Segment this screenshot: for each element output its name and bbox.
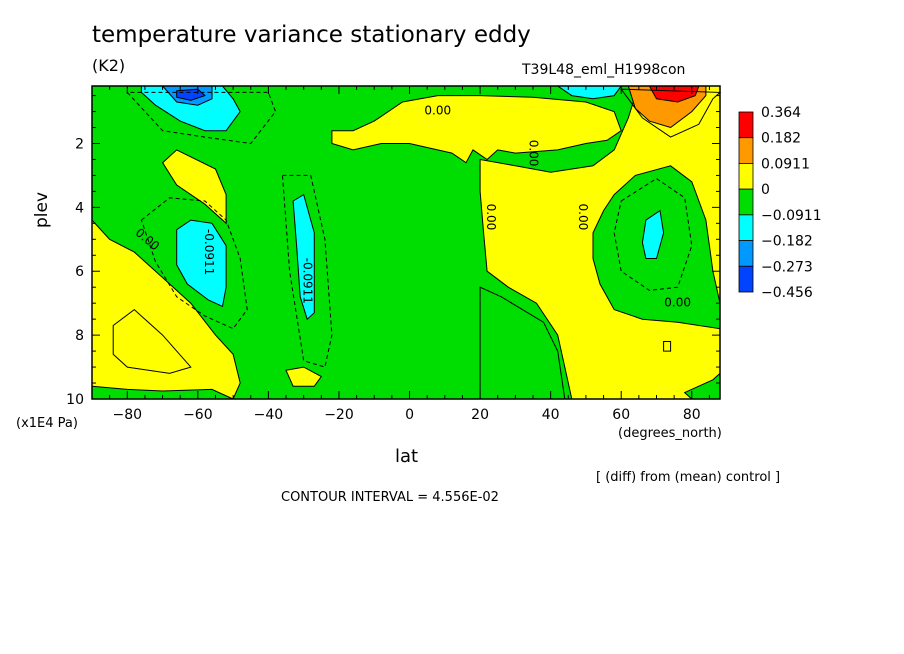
colorbar-swatch — [738, 137, 754, 164]
y-tick-label: 10 — [66, 392, 84, 408]
x-tick-label: −20 — [324, 407, 354, 423]
contour-label: 0.00 — [527, 140, 541, 167]
colorbar-swatch — [738, 240, 754, 267]
colorbar-label: −0.456 — [761, 285, 813, 301]
x-axis-ticks: −80 −60 −40 −20 0 20 40 60 80 — [91, 86, 710, 423]
contour-solid-sh — [112, 308, 192, 374]
y-tick-label: 4 — [75, 200, 84, 216]
colorbar-swatch — [738, 163, 754, 190]
x-tick-label: −60 — [183, 407, 213, 423]
filled-contours — [91, 85, 721, 400]
contour-dashed-top — [126, 91, 277, 145]
contour-label: 0.00 — [424, 104, 451, 118]
run-label: T39L48_eml_H1998con — [522, 62, 686, 78]
x-tick-label: 80 — [683, 407, 701, 423]
colorbar-swatch — [738, 265, 754, 293]
y-axis-ticks: 2 4 6 8 10 — [66, 95, 720, 408]
region-cyan-nh — [641, 209, 665, 259]
contour-label: -0.0911 — [301, 258, 315, 304]
y-tick-label: 2 — [75, 136, 84, 152]
y-axis-units: (x1E4 Pa) — [16, 416, 78, 431]
y-tick-label: 8 — [75, 328, 84, 344]
colorbar-label: −0.273 — [761, 259, 813, 275]
colorbar-label: 0.364 — [761, 105, 801, 121]
contour-label: 0.00 — [664, 295, 691, 309]
x-tick-label: 40 — [542, 407, 560, 423]
colorbar-label: −0.0911 — [761, 208, 822, 224]
region-cyan-sh-top — [140, 85, 241, 132]
x-tick-label: 60 — [612, 407, 630, 423]
colorbar-label: 0 — [761, 182, 770, 198]
colorbar: 0.364 0.182 0.0911 0 −0.0911 −0.182 −0.273 −0.4… — [738, 105, 822, 301]
contour-solid-nh-small — [663, 341, 672, 352]
contour-label: 0.00 — [484, 204, 498, 231]
x-tick-label: 20 — [471, 407, 489, 423]
colorbar-swatch — [738, 111, 754, 139]
chart-title: temperature variance stationary eddy — [92, 22, 531, 48]
diff-note: [ (diff) from (mean) control ] — [596, 470, 781, 485]
x-axis-label: lat — [395, 446, 419, 467]
contour-label: 0.00 — [576, 204, 590, 231]
region-yellow-sh-mid — [161, 149, 227, 225]
colorbar-label: −0.182 — [761, 234, 813, 250]
colorbar-label: 0.0911 — [761, 156, 810, 172]
colorbar-swatch — [738, 214, 754, 241]
x-tick-label: −40 — [254, 407, 284, 423]
contour-label: -0.0911 — [202, 229, 216, 275]
x-axis-units: (degrees_north) — [618, 426, 722, 441]
region-cyan-sh-narrow — [292, 193, 315, 321]
plot-frame — [91, 85, 721, 400]
chart-units: (K2) — [92, 56, 126, 75]
contour-dashed-nh — [613, 178, 693, 291]
region-yellow-small — [285, 366, 323, 387]
x-tick-label: 0 — [405, 407, 414, 423]
region-cyan-sh — [176, 219, 227, 308]
colorbar-swatch — [738, 188, 754, 216]
x-tick-label: −80 — [113, 407, 143, 423]
contour-interval: CONTOUR INTERVAL = 4.556E-02 — [281, 490, 499, 505]
contour-dashed-sh — [140, 197, 248, 330]
region-yellow-upper — [331, 95, 622, 164]
contour-dashed-sh-narrow — [281, 174, 333, 368]
colorbar-label: 0.182 — [761, 131, 801, 147]
y-tick-label: 6 — [75, 264, 84, 280]
